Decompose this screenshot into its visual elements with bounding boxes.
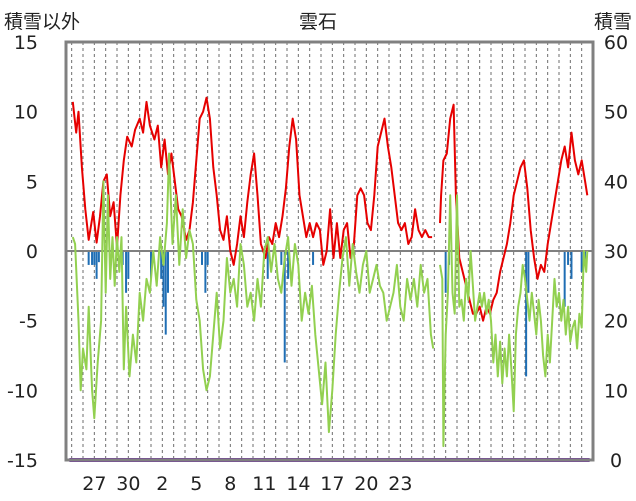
precip-bar [95, 251, 98, 279]
precip-bar [204, 251, 207, 293]
x-tick-label: 14 [286, 473, 310, 495]
precip-bar [312, 251, 315, 265]
precip-bar [97, 251, 100, 263]
precip-bar [567, 251, 570, 265]
precip-bar [283, 251, 286, 363]
precip-bar [91, 251, 94, 265]
series-temp-max [71, 96, 433, 266]
series-temp-min-2 [439, 194, 589, 448]
x-tick-label: 2 [156, 473, 168, 495]
x-tick-label: 8 [224, 473, 236, 495]
x-tick-label: 30 [116, 473, 140, 495]
precip-bar [201, 251, 203, 265]
precip-bar [563, 251, 566, 307]
x-tick-label: 27 [82, 473, 106, 495]
left-tick-label: -10 [7, 380, 38, 402]
x-tick-label: 20 [354, 473, 378, 495]
chart-title: 雲石 [299, 11, 337, 33]
precip-bar [87, 251, 90, 265]
x-tick-label: 5 [190, 473, 202, 495]
left-tick-label: -15 [7, 450, 38, 472]
precip-bar [160, 251, 163, 279]
precip-bar [150, 251, 152, 279]
left-tick-label: 0 [26, 241, 38, 263]
right-axis-label: 積雪 [594, 11, 632, 33]
precip-bar [206, 251, 209, 265]
precip-bar [164, 251, 167, 335]
left-tick-label: 10 [14, 102, 38, 124]
vertical-gridlines [71, 42, 583, 460]
left-tick-label: -5 [19, 311, 38, 333]
x-tick-label: 23 [388, 473, 412, 495]
right-tick-label: 30 [604, 241, 628, 263]
precip-bar [580, 251, 583, 272]
precip-bar [266, 251, 269, 279]
precip-bar [167, 251, 169, 293]
right-tick-label: 20 [604, 311, 628, 333]
right-tick-label: 0 [610, 450, 622, 472]
left-tick-label: 5 [26, 171, 38, 193]
plot-frame [64, 40, 595, 462]
precip-bar [525, 251, 528, 377]
precip-bar [444, 251, 447, 293]
series-temp-min [71, 152, 435, 434]
precip-bar [127, 251, 130, 279]
right-tick-label: 60 [604, 32, 628, 54]
right-tick-label: 50 [604, 102, 628, 124]
left-axis-label: 積雪以外 [4, 11, 80, 33]
right-tick-label: 10 [604, 380, 628, 402]
precip-bar [125, 251, 128, 293]
right-tick-label: 40 [604, 171, 628, 193]
precip-bar [280, 251, 283, 265]
x-tick-label: 17 [320, 473, 344, 495]
precip-bar [93, 251, 96, 265]
precip-bar [162, 251, 165, 307]
precip-bar [527, 251, 530, 293]
series-temp-max-2 [439, 103, 589, 322]
precip-bar [570, 251, 573, 279]
precip-bar [287, 251, 290, 279]
x-tick-label: 11 [252, 473, 276, 495]
left-tick-label: 15 [14, 32, 38, 54]
